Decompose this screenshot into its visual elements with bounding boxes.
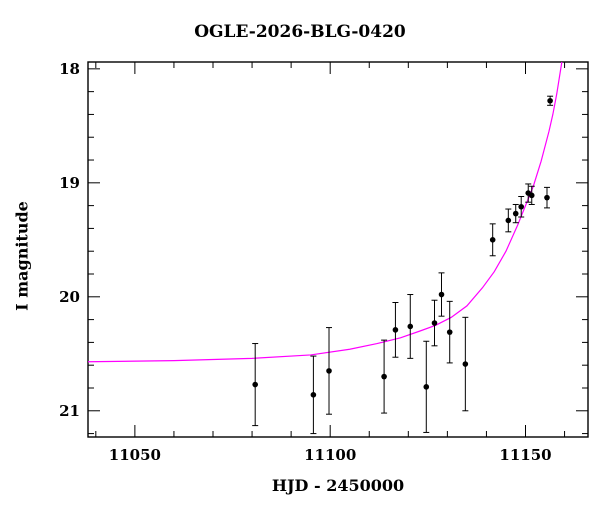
data-point <box>310 392 317 398</box>
data-point <box>547 97 553 104</box>
data-point <box>431 320 438 326</box>
data-point <box>423 384 430 390</box>
data-point <box>518 203 525 210</box>
model-curve <box>88 62 563 363</box>
data-point <box>326 368 332 374</box>
x-tick-label: 11050 <box>109 446 161 464</box>
y-tick-label: 18 <box>59 60 80 78</box>
y-tick-label: 21 <box>59 402 80 420</box>
data-point <box>544 194 550 201</box>
data-point <box>512 210 519 217</box>
x-tick-label: 11150 <box>499 446 551 464</box>
x-axis-label: HJD - 2450000 <box>271 476 405 495</box>
x-tick-label: 11100 <box>304 446 356 464</box>
data-point <box>381 373 387 380</box>
data-point <box>446 329 453 335</box>
plot-frame <box>87 61 589 438</box>
data-point <box>505 217 512 224</box>
y-tick-label: 20 <box>59 288 80 306</box>
data-point <box>462 361 469 367</box>
data-point <box>528 192 535 199</box>
y-axis-label: I magnitude <box>12 201 32 311</box>
data-point <box>392 327 399 333</box>
chart-title: OGLE-2026-BLG-0420 <box>194 22 406 42</box>
data-point <box>252 381 258 388</box>
data-point <box>489 237 496 243</box>
data-point <box>407 323 414 330</box>
y-tick-label: 19 <box>59 174 80 192</box>
data-point <box>438 291 445 298</box>
